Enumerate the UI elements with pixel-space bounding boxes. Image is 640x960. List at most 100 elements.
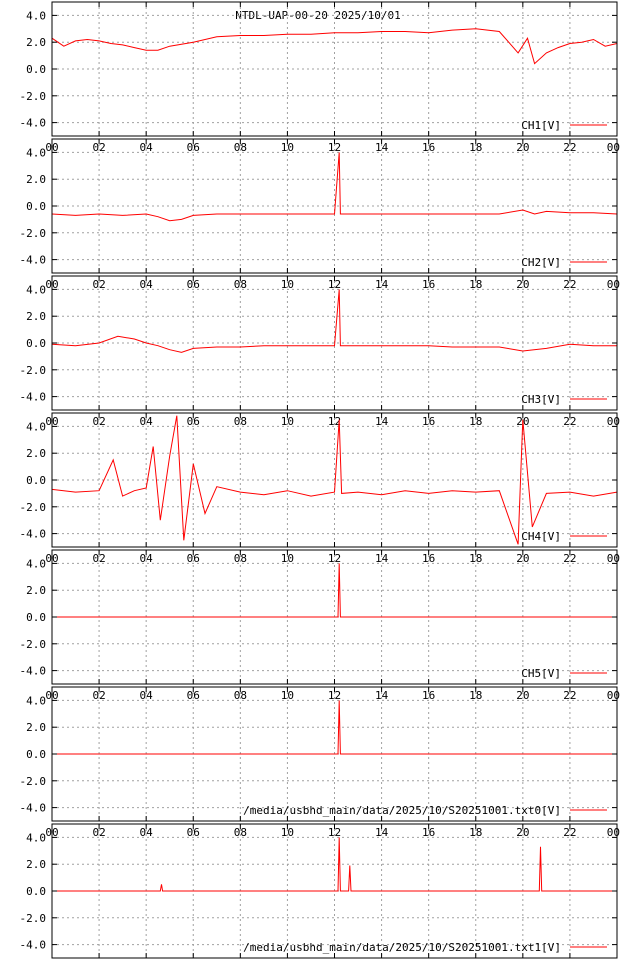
x-tick-label: 06 <box>187 415 200 428</box>
x-tick-label: 10 <box>281 278 294 291</box>
y-tick-label: -4.0 <box>20 391 47 404</box>
x-tick-label: 04 <box>140 141 154 154</box>
series-line <box>51 28 618 65</box>
x-tick-label: 16 <box>422 826 435 839</box>
x-tick-label: 08 <box>234 552 247 565</box>
legend-label: CH1[V] <box>521 119 561 132</box>
y-tick-label: 0.0 <box>26 748 46 761</box>
y-tick-label: -2.0 <box>20 775 47 788</box>
x-tick-label: 16 <box>422 141 435 154</box>
x-tick-label: 20 <box>516 141 529 154</box>
x-tick-label: 02 <box>92 278 105 291</box>
y-tick-label: -4.0 <box>20 528 47 541</box>
y-tick-label: 2.0 <box>26 447 46 460</box>
y-tick-label: 2.0 <box>26 173 46 186</box>
x-tick-label: 20 <box>516 826 529 839</box>
x-tick-label: 02 <box>92 826 105 839</box>
x-tick-label: 02 <box>92 552 105 565</box>
x-tick-label: 22 <box>563 141 576 154</box>
x-tick-label: 06 <box>187 278 200 291</box>
x-tick-label: 12 <box>328 141 341 154</box>
panel-1: 4.02.00.0-2.0-4.000 02 04 06 08 10 12 14 16 18 20 2… <box>20 1 620 154</box>
series-line <box>51 152 618 222</box>
x-tick-label: 20 <box>516 689 529 702</box>
legend-label: /media/usbhd_main/data/2025/10/S20251001… <box>243 941 561 954</box>
series-line <box>52 563 617 618</box>
x-tick-label: 06 <box>187 141 200 154</box>
x-tick-label: 12 <box>328 826 341 839</box>
y-tick-label: 4.0 <box>26 557 46 570</box>
x-tick-label: 08 <box>234 415 247 428</box>
y-tick-label: -4.0 <box>20 802 47 815</box>
x-tick-label: 08 <box>234 141 247 154</box>
series-line <box>52 700 617 755</box>
x-tick-label: 16 <box>422 278 435 291</box>
panel-4: 4.02.00.0-2.0-4.000 02 04 06 08 10 12 14 16 18 20 2… <box>20 412 620 565</box>
x-tick-label: 02 <box>92 415 105 428</box>
x-tick-label: 16 <box>422 552 435 565</box>
panel-2: 4.02.00.0-2.0-4.000 02 04 06 08 10 12 14 16 18 20 2… <box>20 138 620 291</box>
x-tick-label: 18 <box>469 141 482 154</box>
y-tick-label: 2.0 <box>26 858 46 871</box>
x-tick-label: 14 <box>375 826 389 839</box>
y-tick-label: 0.0 <box>26 474 46 487</box>
x-tick-label: 22 <box>563 415 576 428</box>
x-tick-label: 18 <box>469 415 482 428</box>
y-tick-label: -2.0 <box>20 912 47 925</box>
y-tick-label: -4.0 <box>20 117 47 130</box>
x-tick-label: 12 <box>328 689 341 702</box>
y-tick-label: 2.0 <box>26 310 46 323</box>
legend-label: CH4[V] <box>521 530 561 543</box>
y-tick-label: 2.0 <box>26 36 46 49</box>
x-tick-label: 18 <box>469 689 482 702</box>
panel-3: 4.02.00.0-2.0-4.000 02 04 06 08 10 12 14 16 18 20 2… <box>20 275 620 428</box>
x-tick-label: 14 <box>375 552 389 565</box>
x-tick-label: 10 <box>281 826 294 839</box>
x-tick-label: 16 <box>422 689 435 702</box>
y-tick-label: 4.0 <box>26 146 46 159</box>
x-tick-label: 14 <box>375 278 389 291</box>
x-tick-label: 20 <box>516 552 529 565</box>
y-tick-label: 0.0 <box>26 611 46 624</box>
x-tick-label: 08 <box>234 826 247 839</box>
y-tick-label: 4.0 <box>26 420 46 433</box>
x-tick-label: 22 <box>563 689 576 702</box>
x-tick-label: 16 <box>422 415 435 428</box>
x-tick-label: 10 <box>281 141 294 154</box>
x-tick-label: 10 <box>281 415 294 428</box>
legend-label: /media/usbhd_main/data/2025/10/S20251001… <box>243 804 561 817</box>
legend-label: CH3[V] <box>521 393 561 406</box>
y-tick-label: -2.0 <box>20 501 47 514</box>
y-tick-label: 0.0 <box>26 63 46 76</box>
x-tick-label: 12 <box>328 415 341 428</box>
y-tick-label: -4.0 <box>20 665 47 678</box>
x-tick-label: 02 <box>92 689 105 702</box>
panel-5: 4.02.00.0-2.0-4.000 02 04 06 08 10 12 14 16 18 20 2… <box>20 549 620 702</box>
legend-label: CH5[V] <box>521 667 561 680</box>
x-tick-label: 12 <box>328 278 341 291</box>
y-tick-label: -4.0 <box>20 939 47 952</box>
x-tick-label: 08 <box>234 278 247 291</box>
x-tick-label: 14 <box>375 141 389 154</box>
x-tick-label: 04 <box>140 278 154 291</box>
y-tick-label: 0.0 <box>26 885 46 898</box>
x-tick-label: 12 <box>328 552 341 565</box>
x-tick-label: 04 <box>140 552 154 565</box>
x-tick-label: 06 <box>187 826 200 839</box>
y-tick-label: 4.0 <box>26 283 46 296</box>
y-tick-label: 4.0 <box>26 831 46 844</box>
legend-label: CH2[V] <box>521 256 561 269</box>
x-tick-label: 02 <box>92 141 105 154</box>
x-tick-label: 18 <box>469 552 482 565</box>
x-tick-label: 20 <box>516 278 529 291</box>
series-line <box>51 289 617 353</box>
series-line <box>51 415 618 545</box>
y-tick-label: 2.0 <box>26 721 46 734</box>
x-tick-label: 06 <box>187 552 200 565</box>
x-tick-label: 14 <box>375 415 389 428</box>
x-tick-label: 10 <box>281 552 294 565</box>
x-tick-label: 14 <box>375 689 389 702</box>
x-tick-label: 04 <box>140 826 154 839</box>
y-tick-label: 0.0 <box>26 200 46 213</box>
